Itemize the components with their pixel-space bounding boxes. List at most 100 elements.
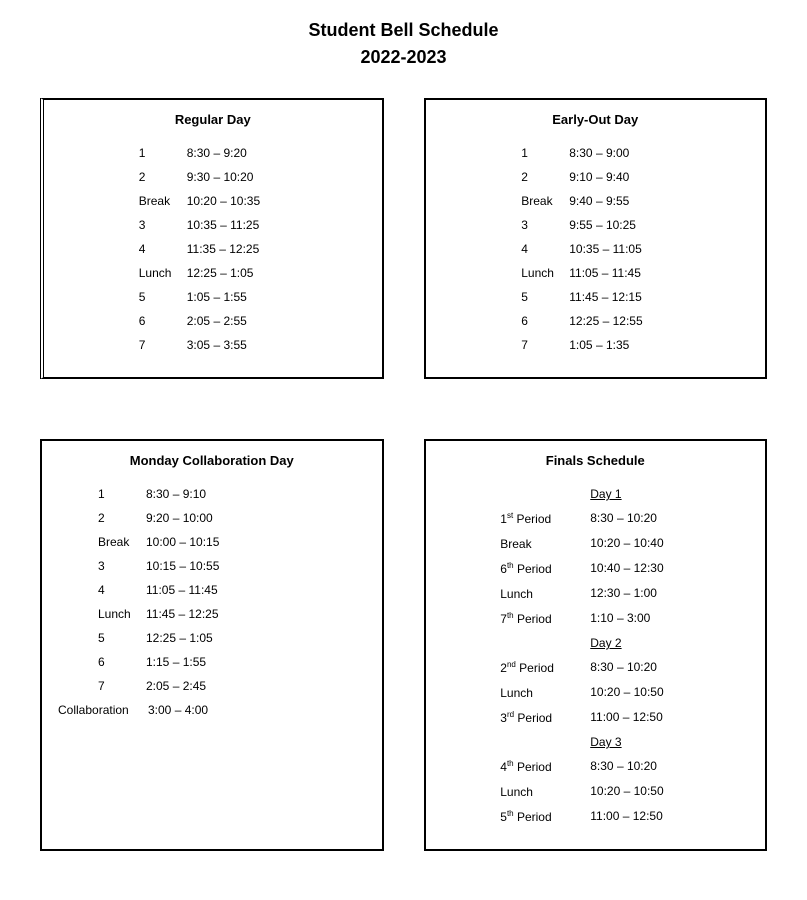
time-cell: 12:25 – 12:55 [569,309,669,333]
time-cell: 3:00 – 4:00 [148,698,248,722]
table-row: 1st Period8:30 – 10:20 [500,506,690,531]
period-cell: 2nd Period [500,655,590,680]
earlyout-table: 18:30 – 9:00 29:10 – 9:40 Break9:40 – 9:… [521,141,669,357]
period-cell: 7 [521,333,569,357]
table-row: 3rd Period11:00 – 12:50 [500,705,690,730]
period-num: 3 [500,711,507,725]
empty-cell [500,631,590,655]
period-cell: Lunch [521,261,569,285]
table-row: 51:05 – 1:55 [139,285,287,309]
period-cell: 4 [521,237,569,261]
table-row: 39:55 – 10:25 [521,213,669,237]
table-row: Break 10:20 – 10:40 [500,531,690,556]
period-cell: 7 [139,333,187,357]
time-cell: 10:40 – 12:30 [590,556,690,581]
time-cell: 11:35 – 12:25 [187,237,287,261]
time-cell: 8:30 – 10:20 [590,754,690,779]
regular-day-box: Regular Day 18:30 – 9:20 29:30 – 10:20 B… [40,98,384,379]
period-cell: Break [500,531,590,556]
empty-cell [500,730,590,754]
time-cell: 9:20 – 10:00 [146,506,246,530]
period-cell: 3 [521,213,569,237]
time-cell: 2:05 – 2:55 [187,309,287,333]
table-row: Lunch 10:20 – 10:50 [500,680,690,705]
empty-cell [500,482,590,506]
time-cell: 10:15 – 10:55 [146,554,246,578]
time-cell: 3:05 – 3:55 [187,333,287,357]
period-cell: 1 [521,141,569,165]
table-row: Lunch11:45 – 12:25 [98,602,246,626]
table-row: 29:10 – 9:40 [521,165,669,189]
time-cell: 10:20 – 10:40 [590,531,690,556]
time-cell: 1:15 – 1:55 [146,650,246,674]
time-cell: 10:20 – 10:50 [590,680,690,705]
table-row: 310:15 – 10:55 [98,554,246,578]
period-cell: 7th Period [500,606,590,631]
time-cell: 10:20 – 10:35 [187,189,287,213]
period-num: 7 [500,612,507,626]
time-cell: 9:40 – 9:55 [569,189,669,213]
period-cell: 4 [139,237,187,261]
period-cell: 3 [139,213,187,237]
period-num: Lunch [500,686,533,700]
time-cell: 8:30 – 9:10 [146,482,246,506]
table-row: 511:45 – 12:15 [521,285,669,309]
period-cell: 3 [98,554,146,578]
period-cell: 6 [98,650,146,674]
period-sup: nd [507,660,516,669]
period-cell: 6 [521,309,569,333]
table-row: Break10:00 – 10:15 [98,530,246,554]
table-row: Collaboration3:00 – 4:00 [58,698,248,722]
finals-box: Finals Schedule Day 1 1st Period8:30 – 1… [424,439,768,851]
time-cell: 1:05 – 1:55 [187,285,287,309]
period-cell: 1 [139,141,187,165]
table-row: Day 3 [500,730,690,754]
period-suffix: Period [513,512,551,526]
period-cell: 6th Period [500,556,590,581]
time-cell: 11:00 – 12:50 [590,804,690,829]
time-cell: 11:45 – 12:15 [569,285,669,309]
time-cell: 9:55 – 10:25 [569,213,669,237]
period-num: 6 [500,562,507,576]
period-cell: 6 [139,309,187,333]
regular-title: Regular Day [60,112,366,127]
period-cell: 3rd Period [500,705,590,730]
table-row: Break10:20 – 10:35 [139,189,287,213]
monday-table: 18:30 – 9:10 29:20 – 10:00 Break10:00 – … [98,482,246,698]
table-row: 5th Period11:00 – 12:50 [500,804,690,829]
time-cell: 1:10 – 3:00 [590,606,690,631]
period-cell: 5 [98,626,146,650]
table-row: Lunch10:20 – 10:50 [500,779,690,804]
period-sup: th [507,759,514,768]
period-num: 5 [500,810,507,824]
table-row: 4th Period8:30 – 10:20 [500,754,690,779]
table-row: 411:05 – 11:45 [98,578,246,602]
table-row: Day 2 [500,631,690,655]
time-cell: 9:30 – 10:20 [187,165,287,189]
period-suffix: Period [514,612,552,626]
finals-table: Day 1 1st Period8:30 – 10:20 Break10:20 … [500,482,690,829]
table-row: 29:30 – 10:20 [139,165,287,189]
table-row: 411:35 – 12:25 [139,237,287,261]
time-cell: 10:35 – 11:25 [187,213,287,237]
period-cell: Lunch [500,680,590,705]
table-row: 29:20 – 10:00 [98,506,246,530]
table-row: 71:05 – 1:35 [521,333,669,357]
earlyout-title: Early-Out Day [442,112,750,127]
table-row: Lunch11:05 – 11:45 [521,261,669,285]
period-num: 1 [500,512,507,526]
period-cell: 4th Period [500,754,590,779]
period-num: Break [500,537,531,551]
table-row: 612:25 – 12:55 [521,309,669,333]
period-cell: Collaboration [58,698,148,722]
page-title: Student Bell Schedule [40,20,767,41]
time-cell: 11:05 – 11:45 [569,261,669,285]
period-cell: 2 [521,165,569,189]
table-row: Lunch12:25 – 1:05 [139,261,287,285]
period-cell: 1st Period [500,506,590,531]
period-suffix: Period [516,661,554,675]
day1-label: Day 1 [590,482,690,506]
table-row: 410:35 – 11:05 [521,237,669,261]
period-cell: 5 [521,285,569,309]
period-cell: 7 [98,674,146,698]
